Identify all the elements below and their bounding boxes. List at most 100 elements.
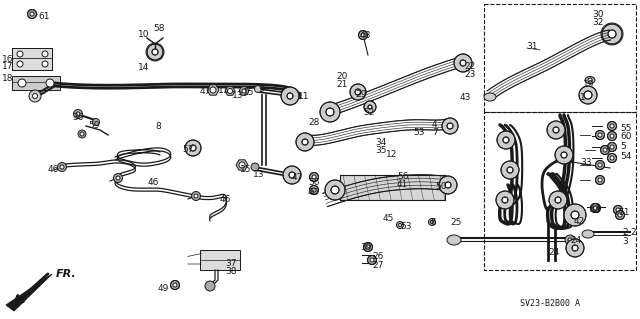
Text: 46: 46 [48, 165, 60, 174]
Ellipse shape [431, 220, 433, 224]
Ellipse shape [442, 118, 458, 134]
Text: 47: 47 [200, 87, 211, 96]
Ellipse shape [170, 280, 179, 290]
Ellipse shape [610, 124, 614, 128]
Text: 34: 34 [375, 138, 387, 147]
Ellipse shape [355, 89, 361, 95]
Ellipse shape [591, 204, 600, 212]
Ellipse shape [331, 186, 339, 194]
Ellipse shape [42, 51, 48, 57]
Ellipse shape [595, 160, 605, 169]
Ellipse shape [17, 51, 23, 57]
Ellipse shape [616, 208, 620, 212]
Text: 35: 35 [375, 146, 387, 155]
Text: 45: 45 [383, 214, 394, 223]
Text: 6: 6 [430, 218, 436, 227]
Text: 51: 51 [618, 208, 630, 217]
Text: 32: 32 [592, 18, 604, 27]
Text: 10: 10 [138, 30, 150, 39]
Text: 53: 53 [413, 128, 424, 137]
Ellipse shape [310, 173, 319, 182]
Ellipse shape [598, 133, 602, 137]
Ellipse shape [255, 85, 262, 93]
Text: 29: 29 [355, 90, 366, 99]
Text: 60: 60 [620, 132, 632, 141]
Ellipse shape [60, 165, 64, 169]
Polygon shape [236, 160, 248, 170]
Ellipse shape [312, 188, 316, 192]
Text: 59: 59 [88, 121, 99, 130]
Ellipse shape [595, 175, 605, 184]
Ellipse shape [447, 123, 453, 129]
Ellipse shape [28, 10, 36, 19]
Text: 4: 4 [432, 120, 438, 129]
Ellipse shape [185, 140, 201, 156]
Ellipse shape [445, 182, 451, 188]
Ellipse shape [600, 145, 609, 154]
Text: 7: 7 [432, 128, 438, 137]
Text: 56: 56 [397, 172, 408, 181]
Text: 52: 52 [363, 108, 374, 117]
Text: 19: 19 [583, 80, 595, 89]
Ellipse shape [460, 60, 466, 66]
Ellipse shape [610, 145, 614, 149]
Ellipse shape [502, 197, 508, 203]
Ellipse shape [439, 176, 457, 194]
Ellipse shape [312, 175, 316, 179]
Text: 54: 54 [620, 152, 632, 161]
Ellipse shape [18, 79, 26, 87]
Ellipse shape [58, 162, 67, 172]
Text: 43: 43 [460, 93, 472, 102]
Ellipse shape [584, 91, 592, 99]
Ellipse shape [585, 77, 595, 84]
Ellipse shape [33, 93, 38, 99]
Text: 46: 46 [220, 195, 232, 204]
Ellipse shape [618, 213, 622, 217]
Text: 2: 2 [630, 228, 636, 237]
Ellipse shape [484, 93, 496, 101]
Text: 1: 1 [580, 93, 586, 102]
Ellipse shape [93, 118, 99, 125]
Ellipse shape [571, 211, 579, 219]
Text: 27: 27 [372, 261, 383, 270]
Ellipse shape [80, 132, 84, 136]
Ellipse shape [287, 93, 293, 99]
Text: 38: 38 [225, 267, 237, 276]
Text: 5: 5 [620, 142, 626, 151]
Ellipse shape [310, 186, 319, 195]
Text: 24: 24 [570, 236, 581, 245]
Text: 15: 15 [243, 88, 255, 97]
Text: 37: 37 [225, 259, 237, 268]
Text: SV23-B2B00 A: SV23-B2B00 A [520, 299, 580, 308]
Ellipse shape [579, 86, 597, 104]
Text: 20: 20 [336, 72, 348, 81]
Polygon shape [200, 250, 240, 270]
Ellipse shape [593, 206, 597, 210]
Ellipse shape [568, 238, 572, 242]
Ellipse shape [507, 167, 513, 173]
Ellipse shape [582, 230, 594, 238]
Ellipse shape [614, 205, 623, 214]
Text: 28: 28 [308, 118, 319, 127]
Ellipse shape [429, 219, 435, 226]
Ellipse shape [29, 90, 41, 102]
Ellipse shape [616, 211, 625, 219]
Text: 26: 26 [372, 252, 383, 261]
Bar [484, 4, 636, 112]
Ellipse shape [239, 162, 245, 168]
Ellipse shape [283, 166, 301, 184]
Text: 41: 41 [397, 180, 408, 189]
Text: 58: 58 [153, 24, 164, 33]
Text: 12: 12 [386, 150, 397, 159]
Ellipse shape [572, 245, 578, 251]
Ellipse shape [397, 221, 403, 228]
Ellipse shape [497, 131, 515, 149]
Ellipse shape [591, 204, 600, 212]
Ellipse shape [296, 133, 314, 151]
Ellipse shape [610, 134, 614, 138]
Ellipse shape [326, 108, 334, 116]
Text: 55: 55 [620, 124, 632, 133]
Polygon shape [340, 175, 445, 200]
Text: 23: 23 [464, 70, 476, 79]
Ellipse shape [607, 122, 616, 130]
